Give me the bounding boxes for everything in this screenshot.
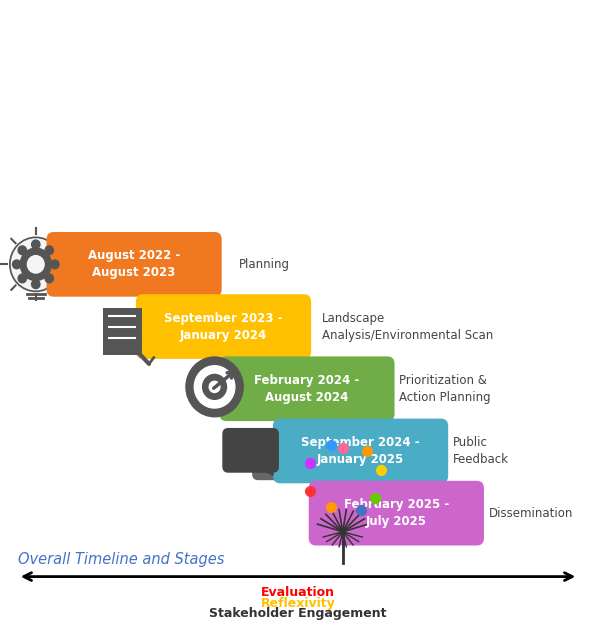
Circle shape — [194, 366, 235, 408]
Text: February 2025 -
July 2025: February 2025 - July 2025 — [344, 498, 449, 528]
Circle shape — [18, 246, 26, 254]
Text: September 2023 -
January 2024: September 2023 - January 2024 — [164, 312, 283, 341]
Circle shape — [186, 357, 243, 417]
FancyBboxPatch shape — [103, 308, 142, 355]
Circle shape — [18, 274, 26, 283]
Circle shape — [32, 280, 40, 289]
Circle shape — [45, 274, 54, 283]
FancyBboxPatch shape — [222, 428, 279, 473]
Text: Reflexivity: Reflexivity — [260, 597, 336, 610]
Text: February 2024 -
August 2024: February 2024 - August 2024 — [254, 374, 359, 404]
FancyBboxPatch shape — [252, 435, 309, 480]
Circle shape — [45, 246, 54, 254]
Text: Dissemination: Dissemination — [489, 507, 573, 519]
FancyBboxPatch shape — [273, 419, 448, 483]
Circle shape — [27, 256, 44, 273]
Circle shape — [13, 260, 21, 269]
Text: Stakeholder Engagement: Stakeholder Engagement — [209, 608, 387, 620]
Text: Prioritization &
Action Planning: Prioritization & Action Planning — [399, 374, 491, 404]
FancyBboxPatch shape — [219, 356, 395, 421]
Text: August 2022 -
August 2023: August 2022 - August 2023 — [88, 249, 180, 279]
Circle shape — [32, 240, 40, 249]
Circle shape — [51, 260, 59, 269]
Text: Evaluation: Evaluation — [261, 587, 335, 599]
Circle shape — [209, 381, 220, 392]
Circle shape — [11, 238, 61, 290]
Text: Planning: Planning — [238, 258, 290, 271]
Circle shape — [203, 374, 226, 399]
FancyBboxPatch shape — [309, 481, 484, 545]
Polygon shape — [258, 465, 270, 474]
Polygon shape — [259, 466, 273, 475]
Text: Overall Timeline and Stages: Overall Timeline and Stages — [18, 552, 224, 567]
FancyBboxPatch shape — [136, 294, 311, 359]
Text: September 2024 -
January 2025: September 2024 - January 2025 — [301, 436, 420, 466]
FancyBboxPatch shape — [46, 232, 222, 297]
Text: Public
Feedback: Public Feedback — [453, 436, 509, 466]
Text: Landscape
Analysis/Environmental Scan: Landscape Analysis/Environmental Scan — [322, 312, 493, 341]
Circle shape — [20, 248, 51, 281]
